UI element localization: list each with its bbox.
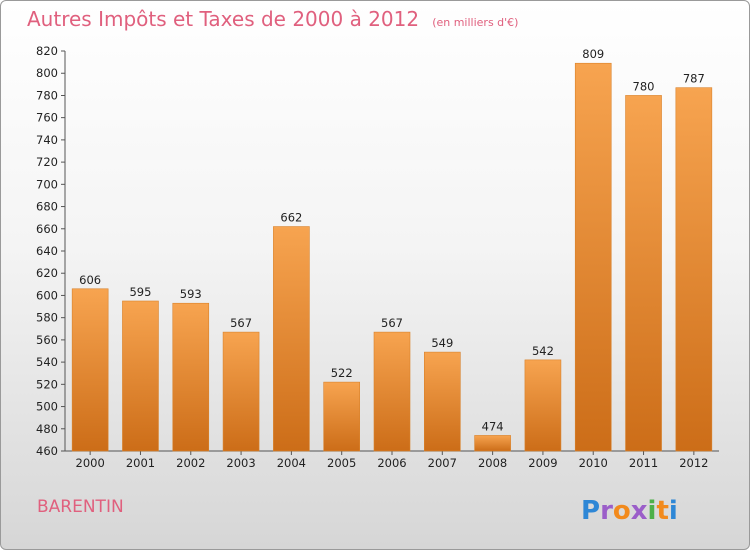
bar-2006 bbox=[373, 331, 411, 452]
bar-2000 bbox=[71, 288, 109, 452]
x-tick-label: 2002 bbox=[176, 456, 205, 470]
commune-name: BARENTIN bbox=[37, 497, 124, 517]
data-label-2006: 567 bbox=[381, 316, 403, 330]
chart-subtitle: (en milliers d'€) bbox=[432, 16, 519, 29]
x-axis: 2000 2001 2002 2003 2004 2005 2006 2007 2008 2009… bbox=[65, 450, 719, 470]
x-tick-label: 2010 bbox=[579, 456, 608, 470]
logo-letter: x bbox=[631, 496, 648, 526]
data-label-2008: 474 bbox=[482, 419, 504, 433]
x-tick-label: 2000 bbox=[76, 456, 105, 470]
y-tick-label: 700 bbox=[36, 177, 58, 191]
bar-2003 bbox=[222, 331, 260, 452]
bar-2001 bbox=[122, 300, 159, 452]
logo-letter: i bbox=[648, 496, 657, 526]
logo-letter: i bbox=[669, 496, 678, 526]
x-tick-label: 2003 bbox=[226, 456, 255, 470]
bar-2010 bbox=[574, 62, 612, 452]
x-tick-label: 2007 bbox=[428, 456, 457, 470]
y-tick-label: 520 bbox=[36, 377, 58, 391]
bar-2007 bbox=[424, 351, 461, 452]
y-tick-label: 580 bbox=[36, 311, 58, 325]
data-label-2009: 542 bbox=[532, 344, 554, 358]
data-label-2000: 606 bbox=[79, 273, 101, 287]
data-label-2003: 567 bbox=[230, 316, 252, 330]
bar-2002 bbox=[172, 302, 210, 452]
y-tick-label: 500 bbox=[36, 400, 58, 414]
chart-header: Autres Impôts et Taxes de 2000 à 2012 (e… bbox=[27, 7, 518, 31]
x-tick-label: 2009 bbox=[528, 456, 557, 470]
data-label-2012: 787 bbox=[683, 72, 705, 86]
y-tick-label: 760 bbox=[36, 111, 58, 125]
logo-letter: o bbox=[613, 496, 631, 526]
y-tick-label: 780 bbox=[36, 88, 58, 102]
bar-2012 bbox=[675, 87, 713, 452]
bars bbox=[71, 62, 713, 452]
y-tick-label: 600 bbox=[36, 288, 58, 302]
proxiti-logo: Proxiti bbox=[581, 496, 678, 526]
data-label-2005: 522 bbox=[331, 366, 353, 380]
y-tick-label: 820 bbox=[36, 44, 58, 58]
y-tick-label: 560 bbox=[36, 333, 58, 347]
x-tick-label: 2006 bbox=[377, 456, 406, 470]
y-tick-label: 680 bbox=[36, 200, 58, 214]
y-tick-label: 620 bbox=[36, 266, 58, 280]
y-tick-label: 660 bbox=[36, 222, 58, 236]
x-tick-label: 2008 bbox=[478, 456, 507, 470]
data-label-2007: 549 bbox=[431, 336, 453, 350]
logo-letter: t bbox=[656, 496, 668, 526]
data-labels: 606 595 593 567 662 522 567 549 474 542 809 780 787 bbox=[79, 47, 705, 433]
x-tick-label: 2012 bbox=[679, 456, 708, 470]
chart-title: Autres Impôts et Taxes de 2000 à 2012 bbox=[27, 7, 420, 31]
bar-2004 bbox=[273, 226, 310, 452]
bar-2005 bbox=[323, 381, 360, 452]
logo-letter: P bbox=[581, 496, 600, 526]
bar-2011 bbox=[625, 95, 662, 452]
bar-2008 bbox=[474, 435, 511, 452]
y-tick-label: 720 bbox=[36, 155, 58, 169]
y-tick-label: 800 bbox=[36, 66, 58, 80]
x-tick-label: 2004 bbox=[277, 456, 306, 470]
data-label-2002: 593 bbox=[180, 287, 202, 301]
data-label-2001: 595 bbox=[129, 285, 151, 299]
svg-text:Proxiti: Proxiti bbox=[581, 496, 678, 526]
x-tick-label: 2001 bbox=[126, 456, 155, 470]
data-label-2011: 780 bbox=[633, 79, 655, 93]
data-label-2010: 809 bbox=[582, 47, 604, 61]
y-tick-label: 460 bbox=[36, 444, 58, 458]
y-tick-label: 740 bbox=[36, 133, 58, 147]
y-axis: 460 480 500 520 540 560 580 600 620 640 660 680 700 7… bbox=[36, 44, 66, 458]
y-tick-label: 640 bbox=[36, 244, 58, 258]
y-tick-label: 540 bbox=[36, 355, 58, 369]
y-tick-label: 480 bbox=[36, 422, 58, 436]
bar-2009 bbox=[524, 359, 562, 452]
logo-letter: r bbox=[600, 496, 613, 526]
x-tick-label: 2011 bbox=[629, 456, 658, 470]
x-tick-label: 2005 bbox=[327, 456, 356, 470]
data-label-2004: 662 bbox=[280, 211, 302, 225]
